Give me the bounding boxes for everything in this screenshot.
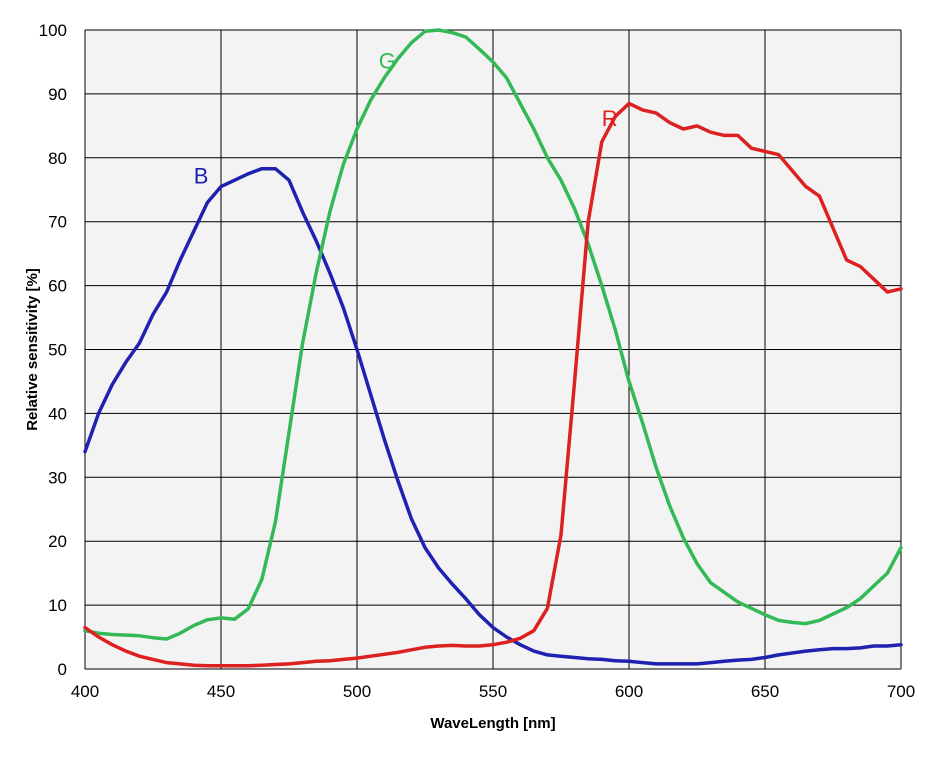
x-tick-label: 400 xyxy=(71,682,99,701)
y-tick-label: 30 xyxy=(48,468,67,487)
y-tick-label: 20 xyxy=(48,532,67,551)
x-tick-label: 550 xyxy=(479,682,507,701)
series-line-g xyxy=(83,28,903,641)
x-tick-label: 650 xyxy=(751,682,779,701)
x-tick-label: 450 xyxy=(207,682,235,701)
series-label-g: G xyxy=(379,48,396,73)
x-axis-title: WaveLength [nm] xyxy=(430,715,555,732)
x-tick-label: 500 xyxy=(343,682,371,701)
y-tick-label: 50 xyxy=(48,341,67,360)
series-labels: B G R xyxy=(194,48,618,188)
series-line-r xyxy=(83,101,903,668)
series-label-r: R xyxy=(602,106,618,131)
grid xyxy=(84,29,902,670)
y-tick-label: 60 xyxy=(48,277,67,296)
tick-labels: 400 450 500 550 600 650 700 0 10 20 30 40 50 60 70 80 90… xyxy=(39,21,916,701)
y-tick-label: 40 xyxy=(48,404,67,423)
x-tick-label: 600 xyxy=(615,682,643,701)
y-tick-label: 70 xyxy=(48,213,67,232)
y-tick-label: 0 xyxy=(58,660,67,679)
x-tick-label: 700 xyxy=(887,682,915,701)
series-line-b xyxy=(83,166,903,666)
y-tick-label: 90 xyxy=(48,85,67,104)
series-lines xyxy=(83,28,903,668)
y-tick-label: 10 xyxy=(48,596,67,615)
y-tick-label: 100 xyxy=(39,21,67,40)
y-tick-label: 80 xyxy=(48,149,67,168)
y-axis-title: Relative sensitivity [%] xyxy=(24,268,41,431)
series-label-b: B xyxy=(194,163,209,188)
